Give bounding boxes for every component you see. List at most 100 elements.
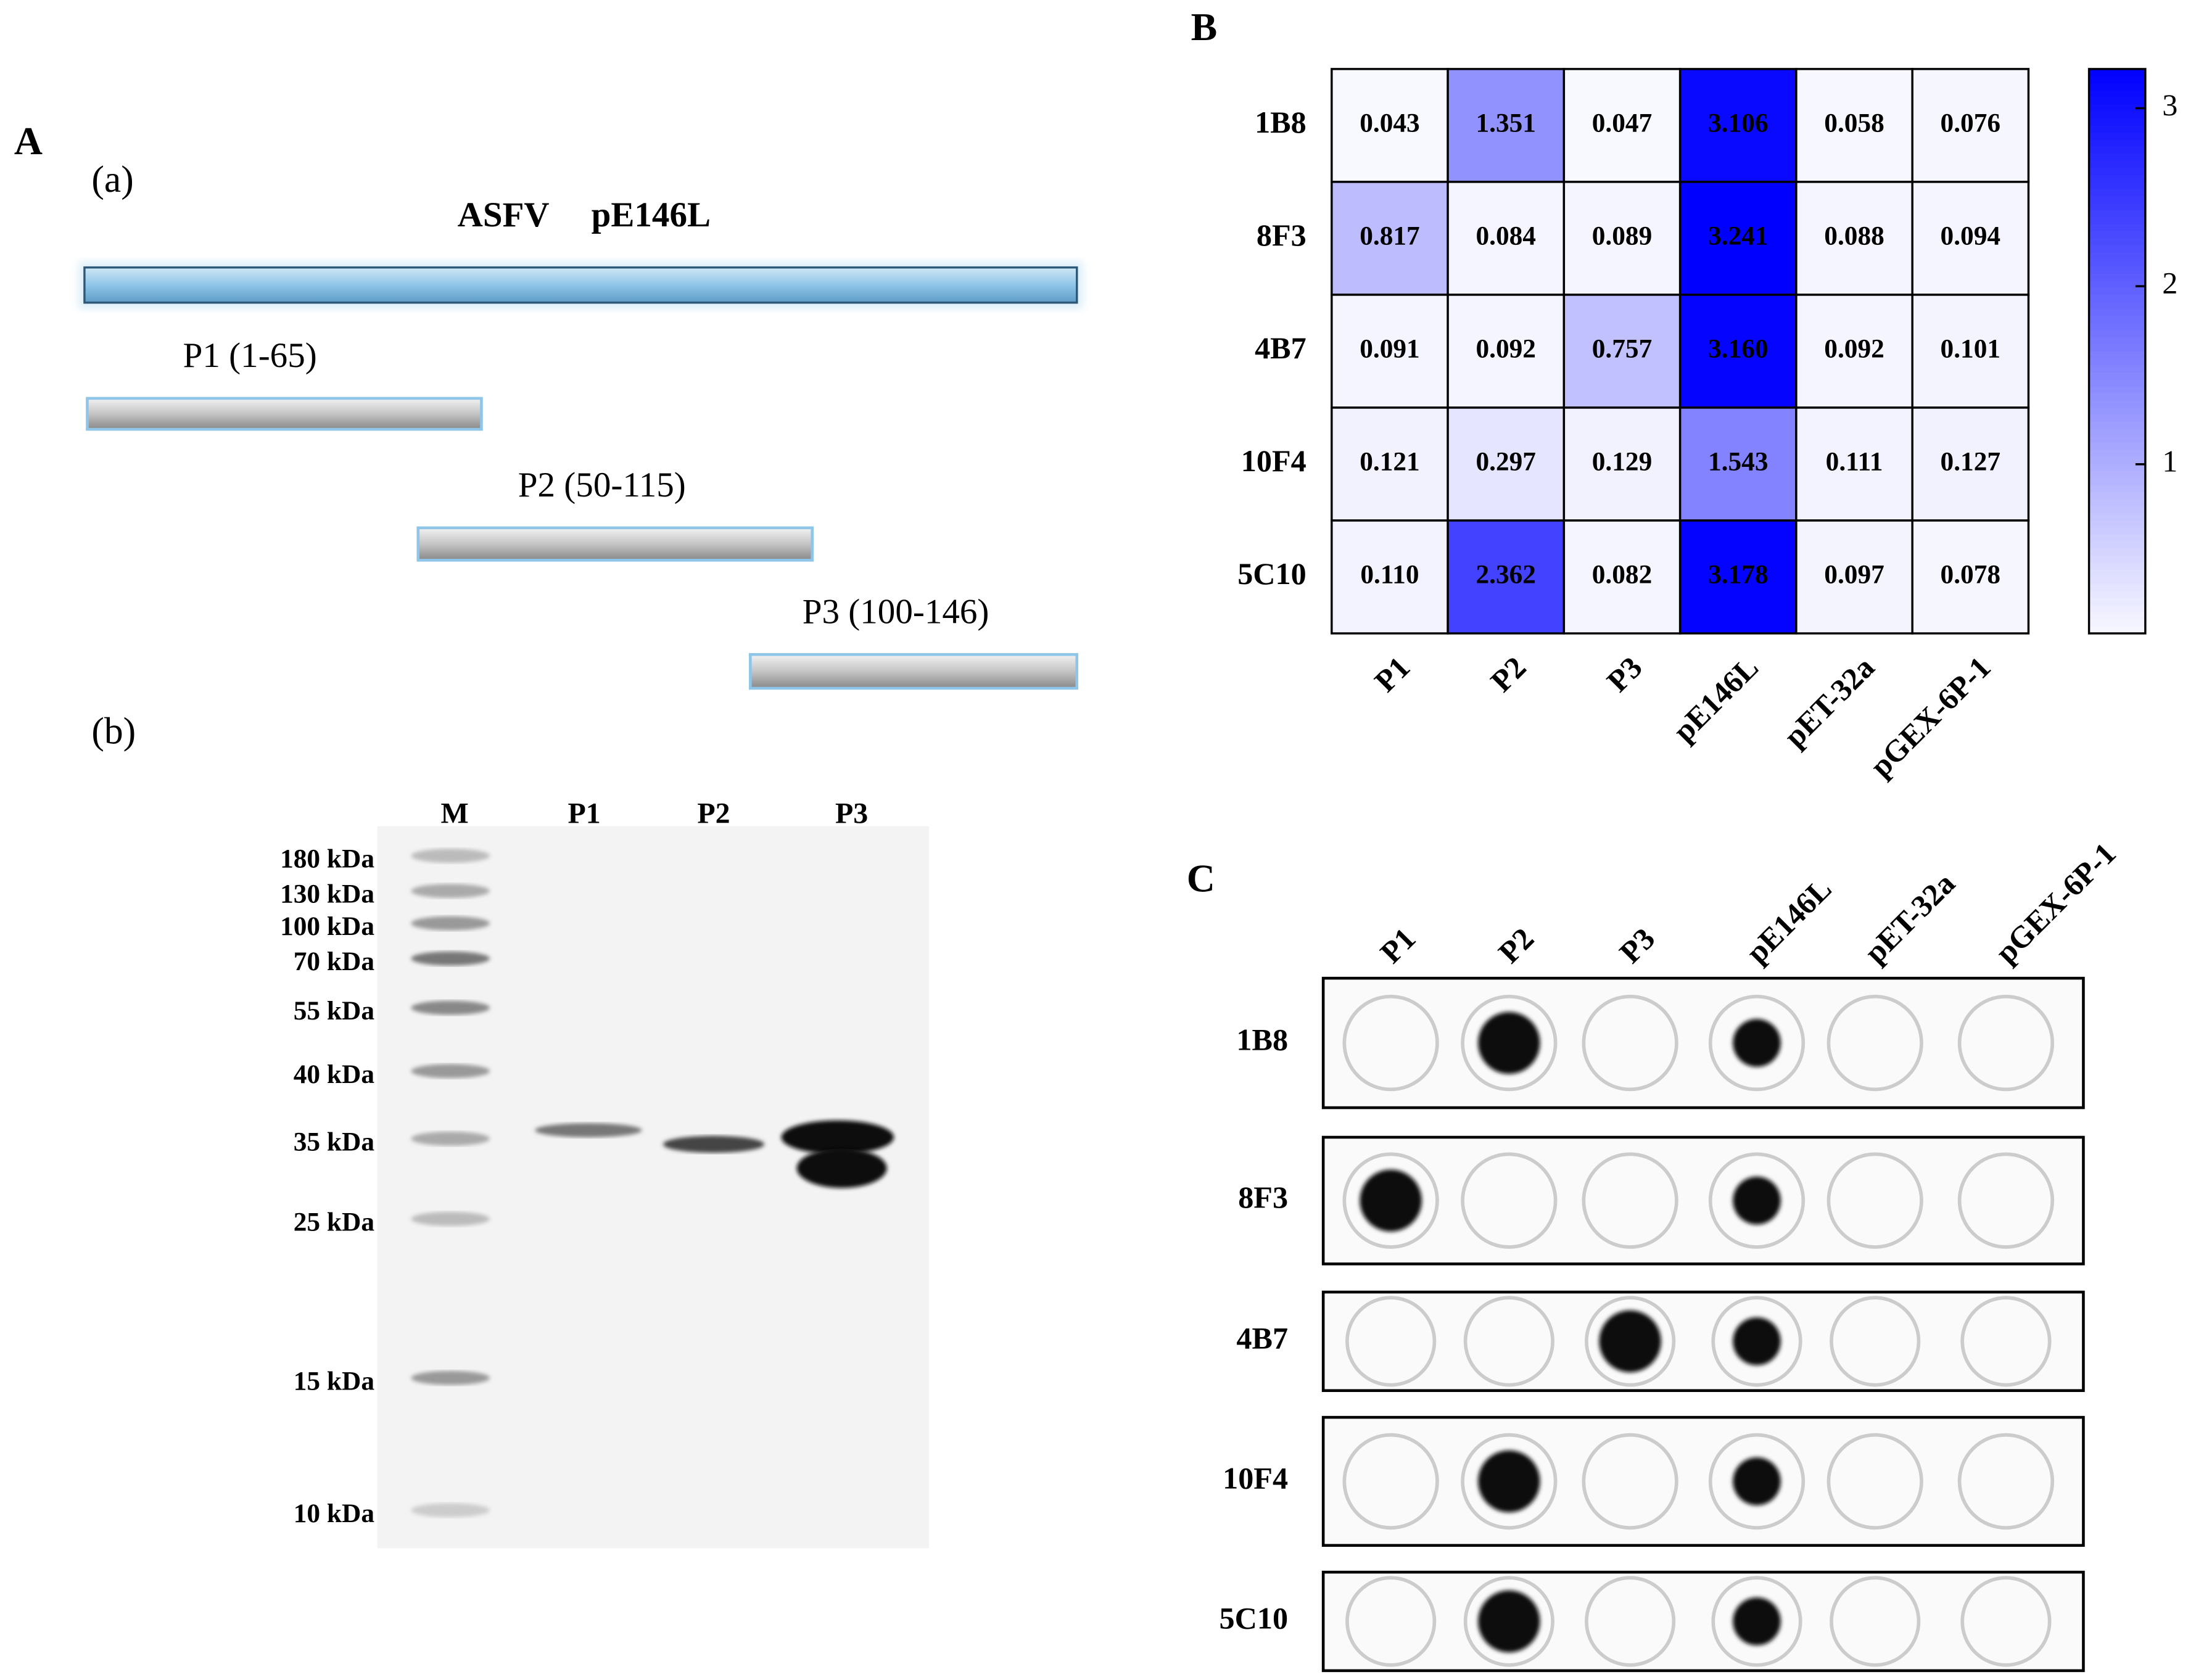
heatmap-cell [1331,519,1449,635]
heatmap-cell [1562,406,1682,522]
cell-label: 0.078 [1941,559,2001,589]
dot-ring [1342,1433,1439,1530]
fragment-bar [416,526,814,562]
colorbar-step [2089,485,2145,493]
lane-label: P3 [835,797,868,830]
colorbar-step [2089,626,2145,635]
colorbar-step [2089,471,2145,479]
colorbar-tick-label: 2 [2162,266,2177,300]
colorbar-step [2089,118,2145,126]
membrane-strip [1321,1135,2085,1266]
colorbar-step [2089,400,2145,409]
dot-spot [1733,1317,1781,1365]
panel-label: A [14,119,43,163]
dot-ring [1711,1576,1802,1667]
sub-label: (b) [91,710,136,752]
construct-name: ASFV pE146L [458,196,711,234]
cell-label: 0.084 [1476,221,1536,250]
colorbar-step [2089,68,2145,77]
full-length-bar [83,266,1078,304]
colorbar-step [2089,224,2145,233]
row-label: 8F3 [1238,1180,1288,1214]
colorbar-step [2089,189,2145,197]
colorbar-step [2089,457,2145,465]
colorbar-step [2089,323,2145,331]
colorbar-step [2089,252,2145,261]
colorbar-step [2089,132,2145,141]
colorbar-step [2089,308,2145,317]
colorbar-step [2089,351,2145,360]
colorbar-step [2089,316,2145,324]
colorbar-step [2089,478,2145,487]
dot-ring [1827,994,1923,1092]
cell-label: 0.097 [1824,559,1884,589]
colorbar-step [2089,577,2145,585]
row-label: 10F4 [1241,443,1306,478]
marker-label: 10 kDa [294,1499,375,1528]
dot-ring [1585,1296,1676,1387]
marker-label: 100 kDa [280,912,374,941]
dot-ring [1582,1152,1678,1249]
colorbar-step [2089,464,2145,472]
colorbar-step [2089,520,2145,529]
marker-band [411,951,490,966]
cell-label: 0.817 [1360,221,1420,250]
colorbar-step [2089,203,2145,212]
dot-ring [1582,1433,1678,1530]
colorbar-step [2089,196,2145,204]
colorbar-step [2089,393,2145,401]
heatmap-cell [1562,181,1682,296]
fragment-label: P3 (100-146) [803,592,989,631]
dot-ring [1342,994,1439,1092]
colorbar-step [2089,358,2145,366]
dot-spot [1733,1019,1781,1067]
colorbar-step [2089,175,2145,183]
colorbar-step [2089,492,2145,501]
colorbar-step [2089,181,2145,190]
cell-label: 0.757 [1592,334,1653,363]
cell-label: 0.076 [1941,108,2001,138]
band [796,1148,887,1188]
marker-label: 15 kDa [294,1366,375,1396]
dot-ring [1827,1433,1923,1530]
band [535,1123,642,1137]
cell-label: 0.101 [1941,334,2001,363]
colorbar-step [2089,556,2145,564]
dot-ring [1711,1296,1802,1387]
cell-label: 0.058 [1824,108,1884,138]
heatmap-cell [1678,181,1798,296]
heatmap-cell [1795,519,1913,635]
marker-label: 180 kDa [280,844,374,874]
row-label: 5C10 [1237,556,1306,591]
cell-label: 0.111 [1826,447,1883,476]
marker-band [411,1000,490,1015]
cell-label: 0.088 [1824,221,1884,250]
marker-band [411,1503,490,1518]
heatmap-cell [1562,519,1682,635]
colorbar-step [2089,605,2145,614]
marker-label: 35 kDa [294,1127,375,1156]
colorbar-step [2089,287,2145,296]
colorbar-step [2089,499,2145,508]
dot-ring [1830,1576,1921,1667]
cell-label: 0.127 [1941,447,2001,476]
colorbar-tick-label: 3 [2162,88,2177,122]
colorbar-step [2089,513,2145,522]
dot-ring [1827,1152,1923,1249]
colorbar-step [2089,379,2145,388]
cell-label: 0.091 [1360,334,1420,363]
sub-label: (a) [91,159,133,200]
fragment-label: P2 (50-115) [518,466,686,504]
colorbar-step [2089,365,2145,374]
colorbar-step [2089,111,2145,120]
colorbar-step [2089,583,2145,592]
fragment-bar [86,397,483,431]
dot-spot [1478,1011,1540,1074]
colorbar-step [2089,231,2145,239]
row-label: 4B7 [1255,331,1306,365]
colorbar-step [2089,570,2145,578]
dot-spot [1599,1310,1661,1373]
dot-ring [1960,1296,2052,1387]
colorbar-step [2089,548,2145,557]
